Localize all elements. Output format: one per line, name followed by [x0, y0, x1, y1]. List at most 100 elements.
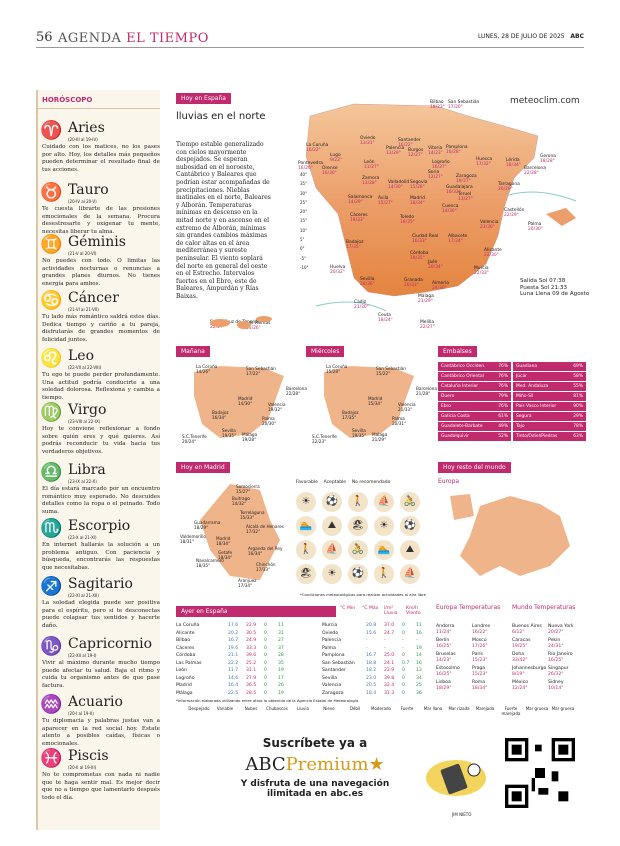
- city-forecast: Badajoz 17/35°: [346, 240, 364, 250]
- activity-icon: ⛰: [400, 540, 420, 560]
- madrid-city: Madrid 18/34°: [216, 536, 231, 546]
- temp-row: Andorra 11/24° Londres 16/22°: [436, 624, 491, 635]
- activity-icon: ☀: [322, 564, 342, 584]
- sunset-label: Puesta Sol 21:33: [520, 284, 568, 291]
- city-forecast: Teruel 13/27°: [458, 192, 473, 202]
- city-forecast: Santa Cruz de Tenerife 22/27°: [210, 320, 260, 330]
- temp-row: Estocolmo 16/25° Praga 15/23°: [436, 666, 488, 677]
- ayer-row: Palencia - - - -: [322, 638, 418, 644]
- city-forecast: Zamora 13/28°: [362, 176, 380, 186]
- scale-tick: 20°: [300, 209, 308, 215]
- sign-text: El día estará marcado por un encuentro r…: [42, 486, 160, 515]
- embalse-row: Duero 79% Miño-Sil 81%: [438, 392, 588, 401]
- city-forecast: Lugo 9/22°: [330, 153, 343, 163]
- mini-city-forecast: Málaga 21/29°: [372, 432, 388, 442]
- scale-tick: -10°: [300, 264, 309, 270]
- scale-tick: 15°: [300, 218, 308, 224]
- city-forecast: Huelva 20/32°: [330, 265, 346, 275]
- city-forecast: Segovia 15/28°: [410, 180, 428, 190]
- weather-lead: Tiempo estable generalizado con cielos m…: [176, 141, 271, 300]
- symbol-label: Mar rizada: [448, 706, 470, 711]
- zodiac-icon: ♒: [40, 694, 63, 715]
- meteoclim-brand: meteoclim.com: [510, 96, 580, 106]
- moon-label: Luna Llena 09 de Agosto: [520, 291, 590, 297]
- madrid-city: Valdemorillo 18/31°: [180, 534, 206, 544]
- activity-icon: 🏊: [296, 516, 316, 536]
- embalse-cell: País Vasco Interior 90%: [513, 402, 586, 411]
- dateline: LUNES, 28 DE JULIO DE 2025 ABC: [477, 33, 584, 40]
- city-forecast: Barcelona 22/28°: [524, 166, 546, 176]
- sign-text: Tu ego te puede perder profundamente. Un…: [42, 372, 160, 401]
- city-forecast: Santander 16/22°: [398, 138, 421, 148]
- embalse-row: Guadalete-Barbate 49% Tajo 78%: [438, 422, 588, 431]
- activity-legend: Favorable Aceptable No recomendado: [296, 480, 391, 485]
- temp-row: Caracas 19/25° Pekín 24/31°: [512, 638, 564, 649]
- ayer-table-right: Murcia 20.8 37.0 0 11 Oviedo 15.6 24.7 0 16 Palenc…: [322, 622, 446, 697]
- zodiac-icon: ♌: [40, 348, 63, 369]
- mini-city-forecast: Valencia 21/33°: [398, 402, 416, 412]
- symbol-label: Mar llana: [423, 706, 443, 711]
- activity-icon: ☀: [374, 516, 394, 536]
- spain-map: [305, 103, 577, 312]
- qr-code[interactable]: [505, 738, 575, 808]
- symbol-label: Fuerte: [400, 706, 414, 711]
- sign-name: Géminis: [68, 234, 126, 250]
- sign-dates: (22-XI al 21-XII): [68, 593, 99, 598]
- premium-logo: ABCPremium★: [245, 754, 385, 775]
- activity-icon: ⚽: [400, 516, 420, 536]
- sign-name: Libra: [68, 462, 106, 478]
- horoscope-column: HORÓSCOPO ♈ Aries (20-III al 19-IV) Cuid…: [36, 90, 160, 830]
- city-forecast: Toledo 18/35°: [400, 215, 415, 225]
- scale-tick: 25°: [300, 199, 308, 205]
- ayer-row: León 11.7 31.1 0 19: [176, 668, 284, 674]
- zodiac-icon: ♎: [40, 462, 63, 483]
- tag-manana: Mañana: [176, 346, 210, 357]
- city-forecast: Pontevedra 16/26°: [298, 161, 323, 171]
- madrid-city: Getafe 18/34°: [218, 550, 233, 560]
- mini-city-forecast: La Coruña 14/26°: [196, 364, 218, 374]
- tag-resto-mundo: Hoy resto del mundo: [438, 462, 511, 473]
- madrid-city: Arganda del Rey 16/34°: [248, 546, 283, 556]
- city-forecast: Tarragona 20/29°: [498, 182, 520, 192]
- mini-city-forecast: Madrid 15/34°: [368, 396, 383, 406]
- embalse-cell: Guadalete-Barbate 49%: [438, 422, 511, 431]
- canary-islands-map: [210, 316, 272, 329]
- sign-text: Tu diplomacia y palabras justas van a ap…: [42, 718, 160, 747]
- sign-dates: (20-IV al 20-V): [68, 199, 97, 204]
- embalse-cell: Guadiana 69%: [513, 362, 586, 371]
- scale-tick: 0°: [300, 246, 305, 252]
- symbol-label: Nieve: [323, 706, 335, 711]
- ayer-row: San Sebastián 18.8 24.1 0.7 16: [322, 660, 422, 666]
- embalse-cell: Ebro 76%: [438, 402, 511, 411]
- subscribe-line3: ilimitada en abc.es: [266, 789, 364, 799]
- ayer-row: Oviedo 15.6 24.7 0 16: [322, 630, 422, 636]
- sign-text: En internet hallarás la solución a un pr…: [42, 542, 160, 571]
- embalse-cell: Tinto/Odiel/Piedras 63%: [513, 432, 586, 441]
- ayer-row: Sevilla 23.0 39.8 0 34: [322, 675, 422, 681]
- sign-name: Tauro: [68, 182, 109, 198]
- scale-tick: 10°: [300, 227, 308, 233]
- mini-city-forecast: Palma 20/30°: [262, 416, 277, 426]
- city-forecast: Madrid 18/34°: [410, 196, 426, 206]
- mini-city-forecast: Sevilla 19/35°: [222, 428, 237, 438]
- embalse-row: Cataluña Interior 76% Med. Andaluza 55%: [438, 382, 588, 391]
- city-forecast: Logroño 16/27°: [432, 160, 450, 170]
- mini-city-forecast: Barcelona 22/28°: [286, 386, 307, 396]
- subscribe-ad[interactable]: Suscríbete ya a ABCPremium★ Y disfruta d…: [180, 736, 450, 799]
- sign-name: Cáncer: [68, 290, 119, 306]
- sign-dates: (23-IX al 22-X): [68, 479, 97, 484]
- city-forecast: Soria 12/27°: [428, 170, 443, 180]
- ayer-row: Logroño 14.6 27.9 0 17: [176, 675, 284, 681]
- city-forecast: Bilbao 18/23°: [430, 100, 445, 110]
- embalse-cell: Duero 79%: [438, 392, 511, 401]
- city-forecast: Málaga 21/29°: [418, 294, 434, 304]
- mini-city-forecast: Barcelona 21/28°: [416, 386, 437, 396]
- city-forecast: Zaragoza 19/27°: [456, 174, 477, 184]
- mini-city-forecast: Valencia 19/32°: [268, 402, 286, 412]
- embalse-cell: Segura 29%: [513, 412, 586, 421]
- ayer-headers: °C Mín °C Máx l/m² Lluvia Km/h Viento: [340, 606, 421, 616]
- embalse-cell: Tajo 78%: [513, 422, 586, 431]
- embalse-row: Guadalquivir 52% Tinto/Odiel/Piedras 63%: [438, 432, 588, 441]
- city-forecast: Valladolid 14/30°: [388, 180, 410, 190]
- subscribe-line1: Suscríbete ya a: [262, 736, 368, 750]
